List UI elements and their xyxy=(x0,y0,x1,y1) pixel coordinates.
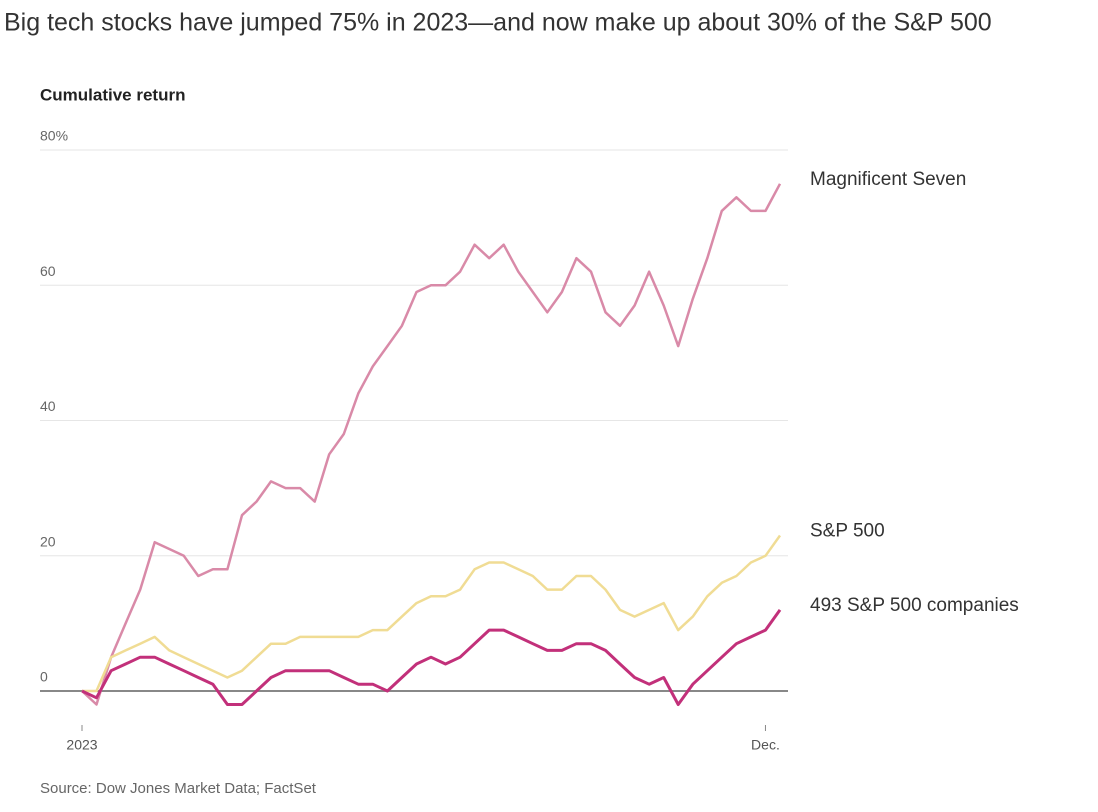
series-label: 493 S&P 500 companies xyxy=(810,595,1019,616)
chart-title: Big tech stocks have jumped 75% in 2023—… xyxy=(4,9,992,37)
y-tick-label: 60 xyxy=(40,263,56,279)
x-tick-label: 2023 xyxy=(66,737,97,753)
series-line xyxy=(82,534,782,693)
source: Source: Dow Jones Market Data; FactSet xyxy=(40,780,317,797)
y-tick-label: 20 xyxy=(40,533,56,549)
series-line xyxy=(81,609,782,706)
x-tick-label: Dec. xyxy=(751,737,780,753)
series-line xyxy=(81,183,782,706)
series-label: S&P 500 xyxy=(810,520,885,541)
series-label: Magnificent Seven xyxy=(810,169,966,190)
y-tick-label: 80% xyxy=(40,128,68,144)
y-tick-label: 0 xyxy=(40,669,48,685)
chart-subtitle: Cumulative return xyxy=(40,85,185,104)
y-tick-label: 40 xyxy=(40,398,56,414)
